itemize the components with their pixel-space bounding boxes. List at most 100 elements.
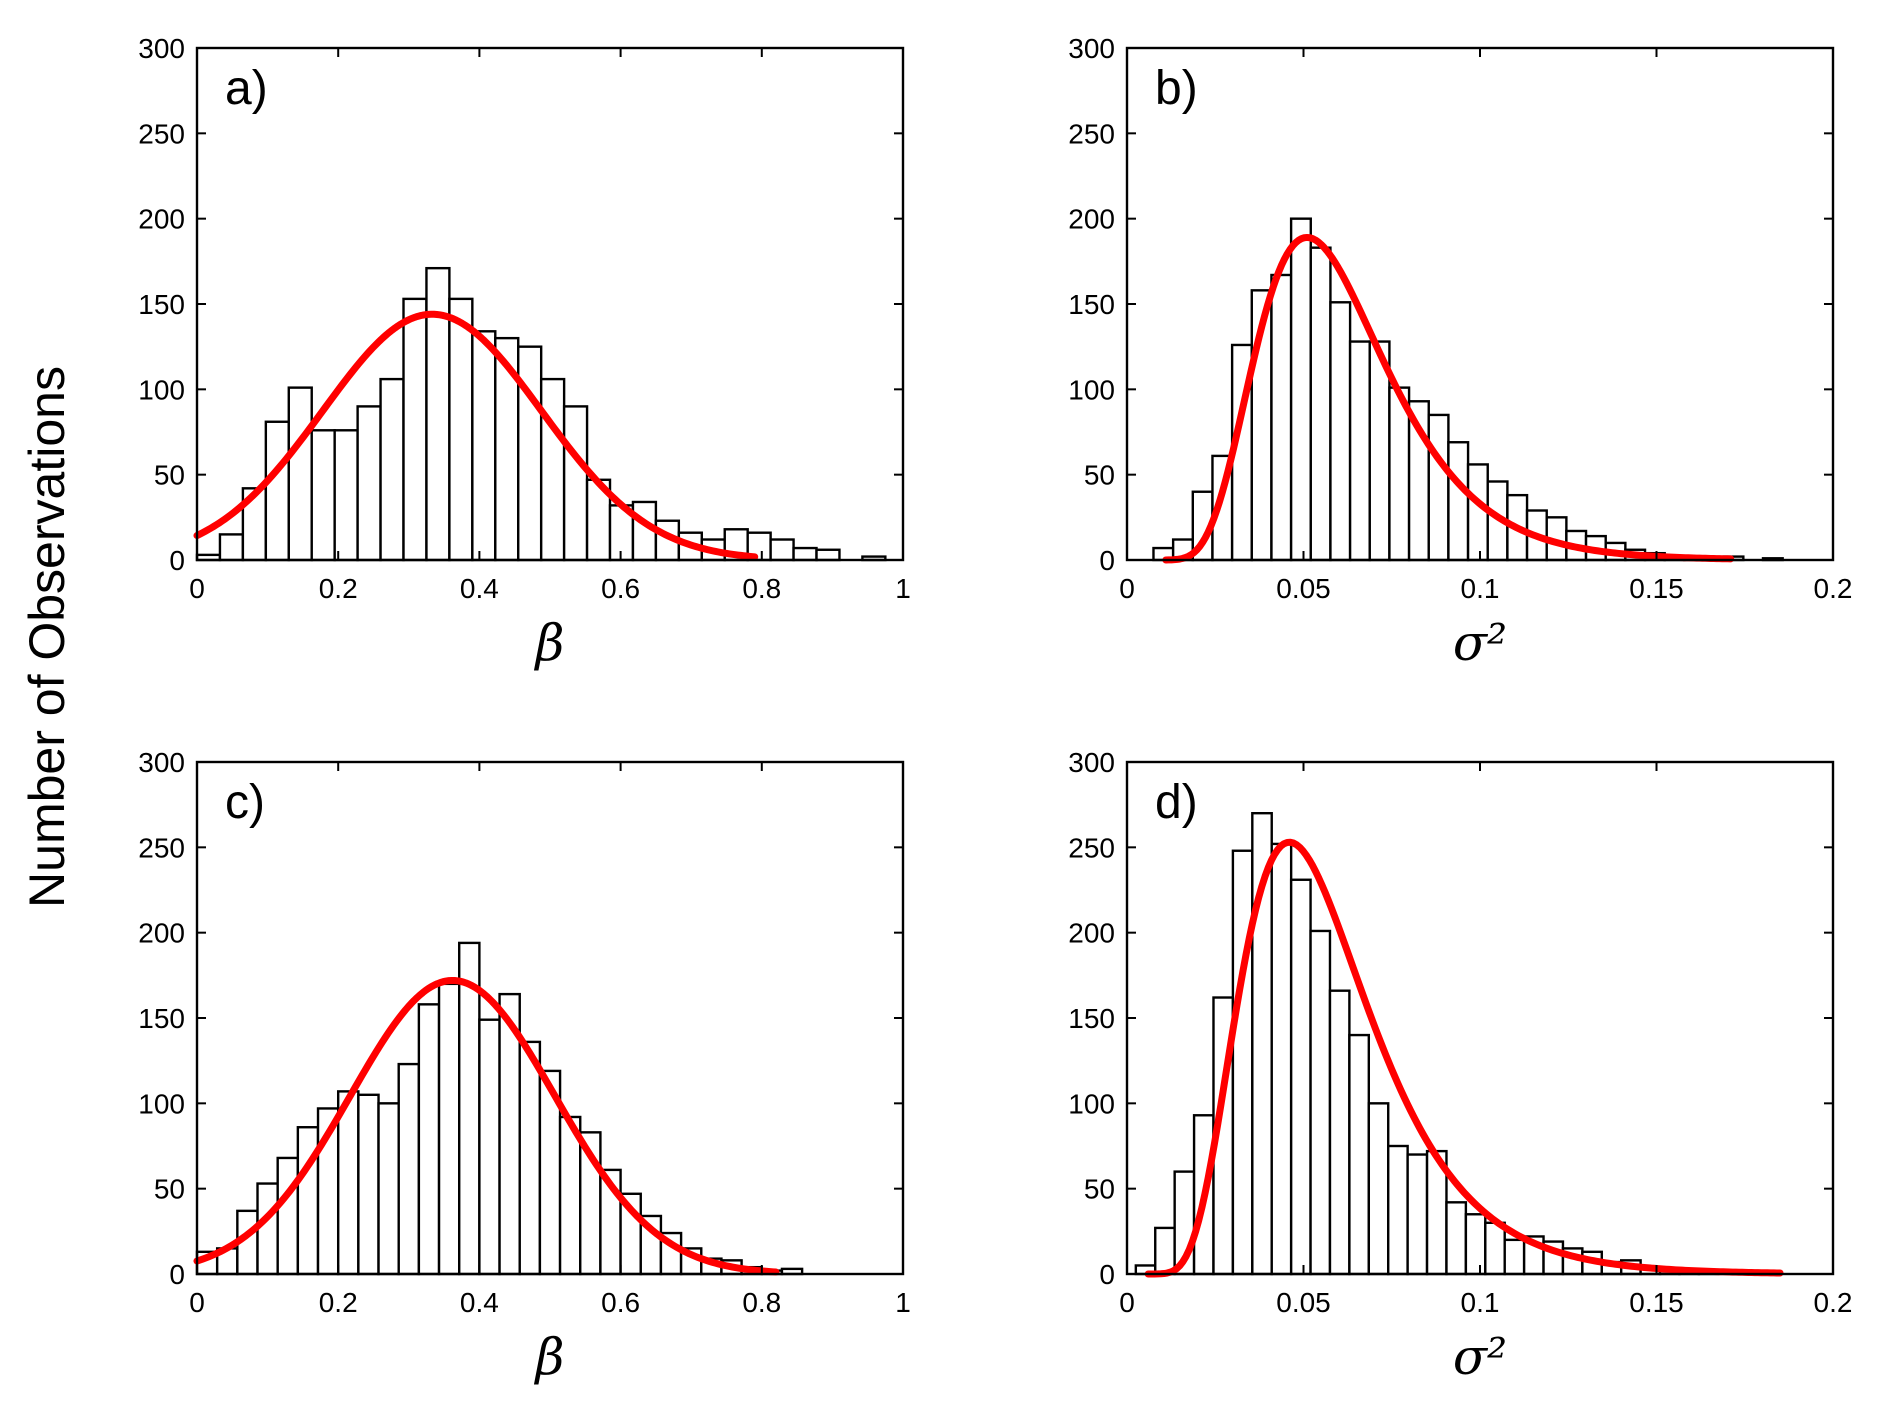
figure-y-axis-label: Number of Observations (19, 366, 75, 908)
y-tick-label: 250 (1068, 118, 1115, 149)
histogram-bar (1503, 1238, 1526, 1276)
histogram-bar (356, 405, 382, 562)
y-tick-label: 200 (1068, 204, 1115, 235)
x-tick-label: 0.6 (601, 573, 640, 604)
panel-label: d) (1155, 776, 1198, 829)
panel-b: 0 50 100 150 200 250 300 0 0.05 0.1 0.15 0.2 b) σ² (1068, 33, 1852, 672)
histogram-bar (1309, 929, 1332, 1276)
x-tick-label: 0.1 (1461, 1287, 1500, 1318)
x-tick-label: 0.6 (601, 1287, 640, 1318)
panel-d: 0 50 100 150 200 250 300 0 0.05 0.1 0.15 0.2 d) σ² (1068, 747, 1852, 1386)
y-tick-label: 0 (1099, 545, 1115, 576)
panel-a: 0 50 100 150 200 250 300 0 0.2 0.4 0.6 0.8 1 a) β (138, 33, 911, 672)
histogram-bar (478, 1018, 501, 1276)
histogram-bar (769, 538, 795, 562)
x-tick-label: 0.2 (1814, 1287, 1853, 1318)
histogram-bar (1466, 463, 1489, 562)
x-tick-label: 0.2 (319, 573, 358, 604)
histogram-bar (417, 1003, 441, 1276)
x-tick-label: 0.1 (1461, 573, 1500, 604)
x-tick-label: 0.8 (742, 573, 781, 604)
histogram-bar (336, 1090, 360, 1276)
histogram-bar (1231, 849, 1254, 1276)
histogram-bar (379, 377, 405, 562)
histogram-bar (264, 420, 290, 562)
x-tick-label: 0 (1119, 573, 1135, 604)
y-tick-label: 300 (1068, 33, 1115, 64)
histogram-bar (792, 546, 818, 562)
histogram-bar (518, 1040, 542, 1276)
histogram-bar (1367, 1102, 1390, 1276)
histogram-bar (815, 548, 841, 562)
fitted-curve (1144, 838, 1784, 1278)
histogram-bar (458, 941, 481, 1276)
histogram-bar (397, 1062, 421, 1276)
histogram-bar (539, 377, 566, 562)
histogram-bar (1328, 989, 1351, 1276)
y-tick-label: 300 (138, 33, 185, 64)
histogram-bar (377, 1102, 400, 1276)
y-tick-label: 150 (138, 1003, 185, 1034)
y-tick-label: 50 (154, 460, 185, 491)
x-axis-label: β (534, 614, 565, 672)
panel-label: b) (1155, 62, 1198, 115)
histogram-bar (357, 1093, 380, 1276)
x-tick-label: 0.15 (1629, 573, 1684, 604)
y-tick-label: 150 (138, 289, 185, 320)
histogram-bar (437, 982, 461, 1276)
y-tick-label: 150 (1068, 289, 1115, 320)
histogram-bar (1270, 273, 1293, 562)
x-axis-label: β (534, 1328, 565, 1386)
y-tick-label: 300 (138, 747, 185, 778)
x-tick-label: 0.2 (319, 1287, 358, 1318)
y-tick-label: 0 (1099, 1259, 1115, 1290)
histogram-bar (1329, 301, 1352, 562)
histogram-bar (1427, 413, 1450, 562)
histogram-bar (1270, 842, 1293, 1276)
histogram-bar (1406, 1153, 1429, 1276)
y-tick-label: 200 (138, 204, 185, 235)
x-axis-label: σ² (1453, 1328, 1507, 1386)
histogram-bar (1289, 217, 1312, 562)
x-tick-label: 0 (189, 573, 205, 604)
histogram-bar (287, 386, 313, 562)
x-tick-label: 0.4 (460, 573, 499, 604)
panel-c: 0 50 100 150 200 250 300 0 0.2 0.4 0.6 0.8 1 c) β (138, 747, 911, 1386)
y-tick-label: 300 (1068, 747, 1115, 778)
y-tick-label: 200 (1068, 918, 1115, 949)
panel-label: c) (225, 776, 265, 829)
y-tick-label: 100 (1068, 1088, 1115, 1119)
histogram-bar (1348, 340, 1371, 562)
histogram-bar (256, 1182, 279, 1276)
histogram-bar (1289, 878, 1312, 1276)
x-tick-label: 0.8 (742, 1287, 781, 1318)
histogram-bar (1447, 441, 1470, 562)
x-tick-label: 0 (1119, 1287, 1135, 1318)
x-tick-label: 0.4 (460, 1287, 499, 1318)
histogram-bar (276, 1156, 300, 1276)
x-axis-label: σ² (1453, 614, 1507, 672)
x-tick-label: 0.15 (1629, 1287, 1684, 1318)
histogram-bar (448, 297, 474, 562)
histogram-bar (1154, 1226, 1176, 1276)
y-tick-label: 100 (138, 374, 185, 405)
x-tick-label: 0.05 (1276, 573, 1331, 604)
y-tick-label: 100 (1068, 374, 1115, 405)
fitted-curve (1162, 233, 1735, 564)
x-tick-label: 1 (895, 1287, 911, 1318)
y-tick-label: 250 (138, 832, 185, 863)
histogram-bar (402, 297, 428, 562)
x-tick-label: 0 (189, 1287, 205, 1318)
x-tick-label: 0.05 (1276, 1287, 1331, 1318)
histogram-bar (1464, 1213, 1487, 1276)
y-tick-label: 0 (169, 545, 185, 576)
y-tick-label: 100 (138, 1088, 185, 1119)
y-tick-label: 0 (169, 1259, 185, 1290)
histogram-bar (1445, 1201, 1468, 1276)
fitted-curve (193, 976, 780, 1276)
fitted-curve (193, 310, 759, 561)
histogram-bar (1309, 246, 1332, 562)
x-tick-label: 0.2 (1814, 573, 1853, 604)
